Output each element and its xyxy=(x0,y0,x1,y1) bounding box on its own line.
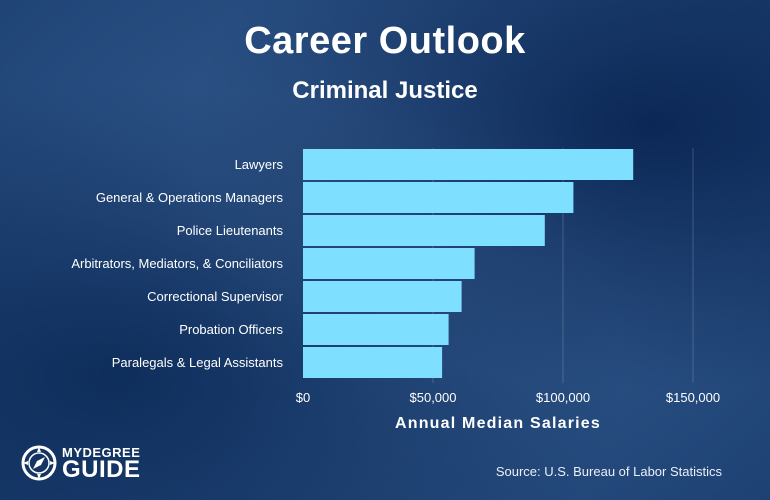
x-tick-label: $150,000 xyxy=(666,390,720,405)
bar xyxy=(303,182,574,213)
x-tick-label: $100,000 xyxy=(536,390,590,405)
bar xyxy=(303,314,449,345)
category-label: Paralegals & Legal Assistants xyxy=(112,355,284,370)
bar xyxy=(303,347,443,378)
category-label: Probation Officers xyxy=(179,322,283,337)
page-title: Career Outlook xyxy=(244,20,526,62)
bar xyxy=(303,149,634,180)
category-label: Correctional Supervisor xyxy=(147,289,284,304)
category-label: Arbitrators, Mediators, & Conciliators xyxy=(71,256,283,271)
compass-icon xyxy=(21,445,57,481)
mydegreeguide-logo: MYDEGREE GUIDE xyxy=(20,442,150,486)
x-axis-label: Annual Median Salaries xyxy=(394,415,601,432)
category-label: Police Lieutenants xyxy=(177,223,284,238)
page-subtitle: Criminal Justice xyxy=(292,77,478,104)
category-label: General & Operations Managers xyxy=(96,190,284,205)
bar xyxy=(303,248,475,279)
bar xyxy=(303,215,545,246)
category-label: Lawyers xyxy=(235,157,284,172)
logo-text-top: MYDEGREE xyxy=(62,445,141,460)
bar xyxy=(303,281,462,312)
x-tick-label: $50,000 xyxy=(410,390,457,405)
logo-text-bottom: GUIDE xyxy=(62,456,141,483)
x-tick-label: $0 xyxy=(296,390,310,405)
source-note: Source: U.S. Bureau of Labor Statistics xyxy=(495,464,722,479)
